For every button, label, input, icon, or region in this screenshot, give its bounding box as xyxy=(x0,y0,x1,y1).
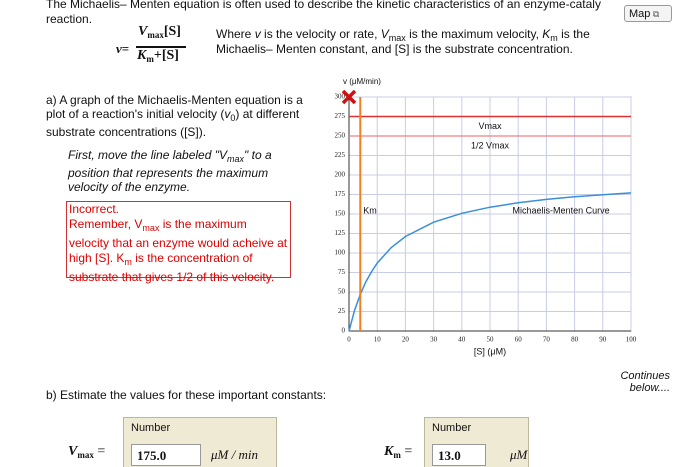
continues-line: Continues xyxy=(620,370,670,382)
where-text: Michaelis– Menten constant, and [S] is t… xyxy=(216,42,573,56)
half-vmax-label: 1/2 Vmax xyxy=(471,140,510,150)
x-tick-label: 60 xyxy=(515,336,523,344)
vmax-input[interactable]: 175.0 xyxy=(131,444,201,466)
fb-seg: is the concentration of substrate that g… xyxy=(69,251,275,284)
part-a-seg: v xyxy=(224,107,231,121)
where-seg: max xyxy=(388,33,406,43)
equation-v: v= xyxy=(116,41,129,57)
y-tick-label: 300 xyxy=(335,93,346,101)
y-tick-label: 50 xyxy=(338,288,346,296)
vmax-box: Number 175.0 μM / min xyxy=(123,417,277,467)
number-label: Number xyxy=(432,422,472,434)
fb-seg: Remember, V xyxy=(69,217,143,231)
vmax-symbol: Vmax = xyxy=(68,444,105,460)
drag-handle xyxy=(341,89,357,105)
y-tick-label: 100 xyxy=(335,249,346,257)
y-tick-label: 75 xyxy=(338,268,346,276)
eq-m: m xyxy=(146,54,154,64)
part-b-prompt: b) Estimate the values for these importa… xyxy=(46,388,327,402)
feedback-text: Remember, Vmax is the maximum velocity t… xyxy=(69,217,290,285)
x-tick-label: 80 xyxy=(571,336,579,344)
y-tick-label: 150 xyxy=(335,210,346,218)
sym-eq: = xyxy=(404,444,413,459)
continues-line: below.... xyxy=(629,382,670,394)
intro-line: The Michaelis– Menten equation is often … xyxy=(46,0,601,11)
x-tick-label: 40 xyxy=(458,336,466,344)
where-seg: V xyxy=(380,27,389,41)
fb-seg: m xyxy=(124,257,132,267)
fb-seg: max xyxy=(142,223,160,233)
where-seg: is the velocity or rate, xyxy=(260,27,381,41)
y-tick-label: 25 xyxy=(338,307,346,315)
sym: K xyxy=(384,444,394,459)
sym-sub: m xyxy=(393,450,401,460)
where-seg: Where xyxy=(216,27,255,41)
curve-label: Michaelis-Menten Curve xyxy=(513,205,610,215)
eq-v: v xyxy=(116,41,122,56)
y-tick-label: 0 xyxy=(342,327,346,335)
x-axis-label: [S] (μM) xyxy=(474,346,506,356)
eq-K: K xyxy=(137,48,147,63)
km-symbol: Km = xyxy=(384,444,412,460)
y-tick-label: 175 xyxy=(335,190,346,198)
eq-plus-S: +[S] xyxy=(153,48,179,63)
part-a-seg: ) at different substrate concentrations … xyxy=(46,107,300,139)
fb-seg: is the maximum velocity that an enzyme w… xyxy=(69,217,288,265)
y-tick-label: 250 xyxy=(335,132,346,140)
instruction: First, move the line labeled "Vmax" to a… xyxy=(68,148,290,194)
eq-S: [S] xyxy=(163,24,181,39)
eq-denominator: Km+[S] xyxy=(137,48,179,64)
x-tick-label: 90 xyxy=(599,336,607,344)
y-tick-label: 125 xyxy=(335,229,346,237)
part-a-seg: a) A graph of the Michaelis-Menten equat… xyxy=(46,93,303,121)
sym-sub: max xyxy=(77,450,94,460)
unit: μM xyxy=(510,447,528,462)
michaelis-menten-curve xyxy=(348,192,632,332)
unit: μM / min xyxy=(211,447,258,462)
eq-numerator: Vmax[S] xyxy=(138,24,181,40)
number-label: Number xyxy=(131,422,171,434)
intro-line: reaction. xyxy=(46,12,93,26)
instr-seg: First, move the line labeled "V xyxy=(68,148,227,162)
fraction-bar xyxy=(136,46,186,48)
y-tick-label: 225 xyxy=(335,151,346,159)
eq-V: V xyxy=(138,24,148,39)
where-seg: K xyxy=(542,27,551,41)
where-seg: is the maximum velocity, xyxy=(405,27,543,41)
instr-seg: " to a position that represents the maxi… xyxy=(68,148,272,194)
map-label: Map xyxy=(629,8,651,20)
part-a-seg: 0 xyxy=(230,113,236,123)
y-tick-label: 275 xyxy=(335,112,346,120)
x-tick-label: 70 xyxy=(543,336,551,344)
eq-equals: = xyxy=(121,41,130,56)
where-text: Where v is the velocity or rate, Vmax is… xyxy=(216,27,590,43)
map-button[interactable]: Map ⧉ xyxy=(624,5,672,22)
feedback-box: Incorrect. Remember, Vmax is the maximum… xyxy=(66,201,291,284)
where-seg: m xyxy=(550,33,558,43)
where-seg: is the xyxy=(557,27,590,41)
where-seg: v xyxy=(254,27,261,41)
y-tick-label: 200 xyxy=(335,171,346,179)
x-tick-label: 100 xyxy=(626,336,637,344)
x-tick-label: 30 xyxy=(430,336,438,344)
x-tick-label: 10 xyxy=(374,336,382,344)
x-tick-label: 20 xyxy=(402,336,410,344)
sym-eq: = xyxy=(97,444,106,459)
km-box: Number 13.0 μM xyxy=(424,417,529,467)
continues: Continues below.... xyxy=(612,370,670,394)
x-tick-label: 0 xyxy=(347,336,351,344)
vmax-label: Vmax xyxy=(478,121,502,131)
part-a-text: a) A graph of the Michaelis-Menten equat… xyxy=(46,93,314,139)
sym: V xyxy=(68,444,78,459)
y-axis-label: v (μM/min) xyxy=(343,77,381,86)
km-label: Km xyxy=(363,205,377,215)
eq-max: max xyxy=(147,30,164,40)
x-tick-label: 50 xyxy=(487,336,495,344)
instr-seg: max xyxy=(227,154,245,164)
feedback-title: Incorrect. xyxy=(69,202,120,216)
km-input[interactable]: 13.0 xyxy=(432,444,486,466)
